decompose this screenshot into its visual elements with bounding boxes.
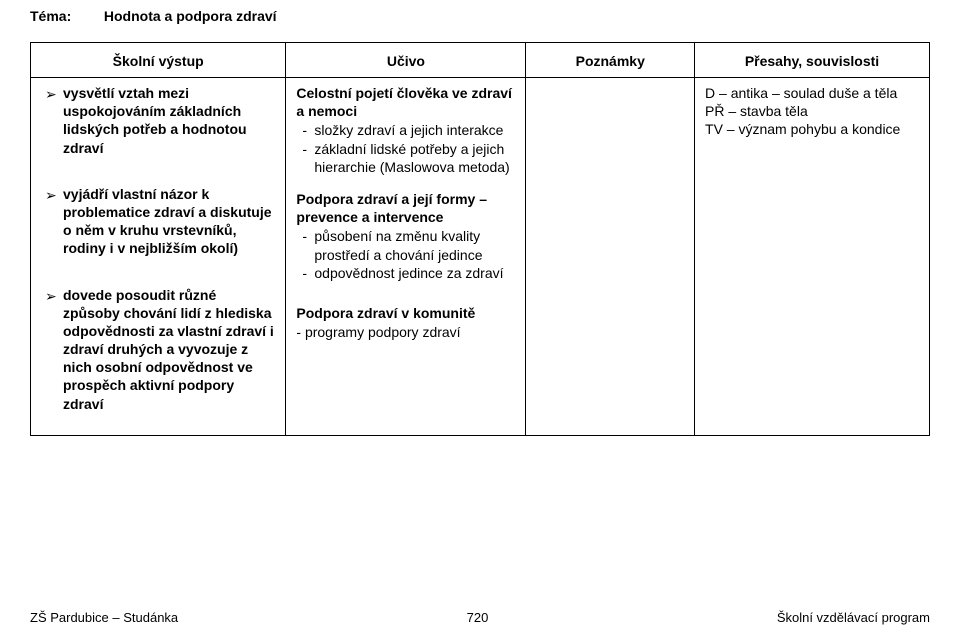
col-header-overlaps: Přesahy, souvislosti [695, 43, 930, 78]
ucivo-item: základní lidské potřeby a jejich hierarc… [314, 140, 515, 176]
bullet-arrow-icon: ➢ [45, 287, 57, 305]
outcome-item: ➢ dovede posoudit různé způsoby chování … [41, 286, 275, 413]
ucivo-heading: Celostní pojetí člověka ve zdraví a nemo… [296, 84, 515, 120]
ucivo-item: působení na změnu kvality prostředí a ch… [314, 227, 515, 263]
cell-overlaps: D – antika – soulad duše a těla PŘ – sta… [695, 78, 930, 436]
overlap-line: D – antika – soulad duše a těla [705, 84, 919, 102]
footer-right: Školní vzdělávací program [777, 610, 930, 625]
bullet-arrow-icon: ➢ [45, 186, 57, 204]
footer-left: ZŠ Pardubice – Studánka [30, 610, 178, 625]
ucivo-heading: Podpora zdraví v komunitě [296, 304, 515, 322]
ucivo-line: - programy podpory zdraví [296, 323, 515, 341]
topic-label: Téma: [30, 8, 100, 24]
outcome-text: vyjádří vlastní názor k problematice zdr… [63, 186, 272, 257]
bullet-arrow-icon: ➢ [45, 85, 57, 103]
outcome-text: vysvětlí vztah mezi uspokojováním základ… [63, 85, 247, 156]
cell-notes [526, 78, 695, 436]
col-header-outcomes: Školní výstup [31, 43, 286, 78]
topic-line: Téma: Hodnota a podpora zdraví [30, 8, 930, 24]
outcome-item: ➢ vyjádří vlastní názor k problematice z… [41, 185, 275, 258]
ucivo-block: Podpora zdraví v komunitě - programy pod… [296, 304, 515, 341]
col-header-notes: Poznámky [526, 43, 695, 78]
overlap-line: TV – význam pohybu a kondice [705, 120, 919, 138]
ucivo-item: odpovědnost jedince za zdraví [314, 264, 515, 282]
overlap-line: PŘ – stavba těla [705, 102, 919, 120]
curriculum-table: Školní výstup Učivo Poznámky Přesahy, so… [30, 42, 930, 436]
ucivo-heading: Podpora zdraví a její formy – prevence a… [296, 190, 515, 226]
outcome-item: ➢ vysvětlí vztah mezi uspokojováním zákl… [41, 84, 275, 157]
ucivo-item: složky zdraví a jejich interakce [314, 121, 515, 139]
outcome-text: dovede posoudit různé způsoby chování li… [63, 287, 274, 412]
cell-ucivo: Celostní pojetí člověka ve zdraví a nemo… [286, 78, 526, 436]
ucivo-block: Podpora zdraví a její formy – prevence a… [296, 190, 515, 282]
topic-value: Hodnota a podpora zdraví [104, 8, 277, 24]
page-footer: ZŠ Pardubice – Studánka Školní vzdělávac… [30, 610, 930, 625]
ucivo-block: Celostní pojetí člověka ve zdraví a nemo… [296, 84, 515, 176]
cell-outcomes: ➢ vysvětlí vztah mezi uspokojováním zákl… [31, 78, 286, 436]
col-header-ucivo: Učivo [286, 43, 526, 78]
